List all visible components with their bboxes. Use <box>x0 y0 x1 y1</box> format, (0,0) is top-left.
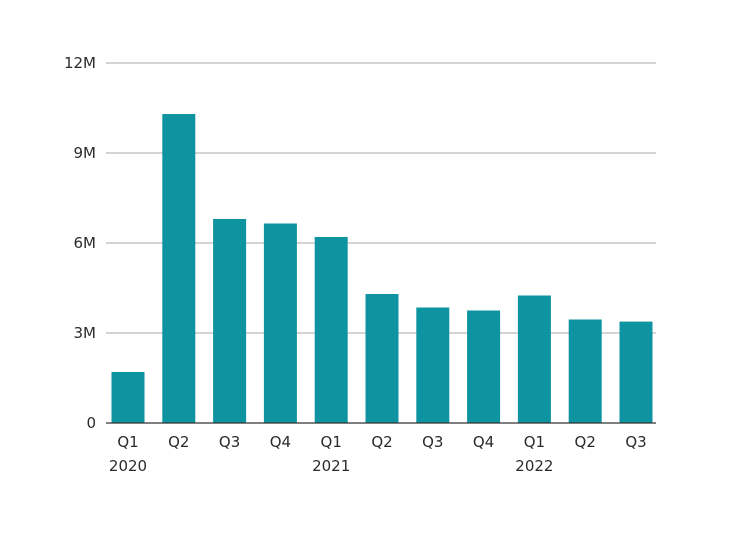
bar <box>263 223 297 423</box>
bar <box>467 310 501 423</box>
y-tick-label: 12M <box>64 54 96 72</box>
bar <box>619 321 653 423</box>
x-year-label: 2022 <box>515 457 553 475</box>
y-tick-label: 0 <box>86 414 96 432</box>
bar <box>517 295 551 423</box>
x-tick-label: Q3 <box>219 433 240 451</box>
bar <box>365 294 399 423</box>
x-tick-label: Q4 <box>473 433 494 451</box>
x-year-label: 2020 <box>109 457 147 475</box>
y-tick-label: 9M <box>74 144 97 162</box>
x-tick-label: Q3 <box>422 433 443 451</box>
bars <box>111 114 653 423</box>
x-tick-label: Q1 <box>117 433 138 451</box>
bar <box>416 307 450 423</box>
y-tick-label: 3M <box>74 324 97 342</box>
x-tick-label: Q2 <box>371 433 392 451</box>
x-tick-label: Q2 <box>575 433 596 451</box>
x-tick-label: Q1 <box>524 433 545 451</box>
bar <box>162 114 196 423</box>
x-tick-label: Q4 <box>270 433 291 451</box>
x-tick-label: Q3 <box>625 433 646 451</box>
x-tick-label: Q1 <box>321 433 342 451</box>
x-year-label: 2021 <box>312 457 350 475</box>
x-axis-ticks: Q1 Q2 Q3 Q4 Q1 Q2 Q3 Q4 Q1 Q2 Q3 2020 2021 2022 <box>109 433 647 475</box>
bar <box>111 372 145 423</box>
bar <box>314 237 348 423</box>
x-tick-label: Q2 <box>168 433 189 451</box>
bar <box>213 219 247 423</box>
bar <box>568 319 602 423</box>
y-axis-ticks: 0 3M 6M 9M 12M <box>64 54 96 432</box>
y-tick-label: 6M <box>74 234 97 252</box>
